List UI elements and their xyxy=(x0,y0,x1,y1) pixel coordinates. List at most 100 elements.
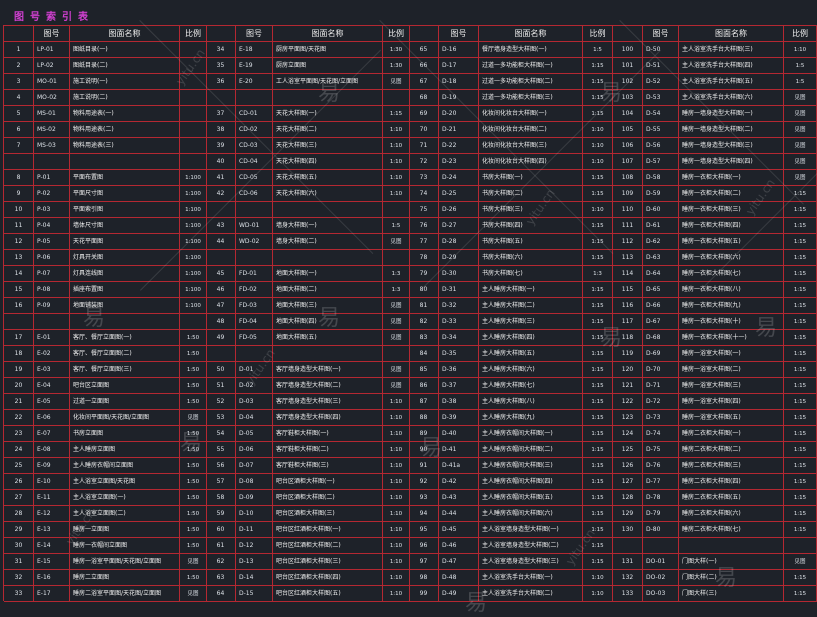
scale-cell: 1:15 xyxy=(784,218,817,234)
seq-cell xyxy=(409,26,439,42)
code-cell: D-76 xyxy=(643,458,679,474)
scale-cell: 1:15 xyxy=(583,186,613,202)
name-cell xyxy=(273,346,383,362)
name-cell: 厨房立面图 xyxy=(273,58,383,74)
scale-cell: 1:10 xyxy=(583,138,613,154)
code-cell: E-09 xyxy=(34,458,70,474)
scale-cell: 1:100 xyxy=(180,234,207,250)
scale-cell: 见图 xyxy=(784,106,817,122)
seq-cell: 36 xyxy=(206,74,236,90)
scale-cell: 1:50 xyxy=(180,570,207,586)
code-cell: D-37 xyxy=(439,378,479,394)
name-cell: 物料用途表(三) xyxy=(70,138,180,154)
seq-cell: 101 xyxy=(613,58,643,74)
code-cell: D-20 xyxy=(439,106,479,122)
seq-cell: 63 xyxy=(206,570,236,586)
name-cell: 天花平面图 xyxy=(70,234,180,250)
code-cell xyxy=(236,346,273,362)
scale-cell: 1:50 xyxy=(180,522,207,538)
code-cell: P-09 xyxy=(34,298,70,314)
name-cell: 主人浴室立面图/天花图 xyxy=(70,474,180,490)
scale-cell: 1:15 xyxy=(784,202,817,218)
seq-cell: 58 xyxy=(206,490,236,506)
name-cell: 图纸目录(二) xyxy=(70,58,180,74)
scale-cell: 1:10 xyxy=(583,122,613,138)
seq-cell xyxy=(4,26,34,42)
code-cell: D-67 xyxy=(643,314,679,330)
seq-cell: 24 xyxy=(4,442,34,458)
code-cell: D-55 xyxy=(643,122,679,138)
name-cell: 睡房一墙身造型大样图(一) xyxy=(679,106,784,122)
code-cell: D-35 xyxy=(439,346,479,362)
seq-cell: 97 xyxy=(409,554,439,570)
name-cell: 睡房一衣柜大样图(十一) xyxy=(679,330,784,346)
seq-cell: 79 xyxy=(409,266,439,282)
code-cell: D-19 xyxy=(439,90,479,106)
name-cell: 睡房一立面图 xyxy=(70,522,180,538)
name-cell: 图面名称 xyxy=(70,26,180,42)
code-cell: D-64 xyxy=(643,266,679,282)
code-cell: DO-02 xyxy=(643,570,679,586)
scale-cell: 1:50 xyxy=(180,506,207,522)
seq-cell xyxy=(4,314,34,330)
scale-cell: 1:15 xyxy=(583,250,613,266)
code-cell: D-41a xyxy=(439,458,479,474)
seq-cell: 106 xyxy=(613,138,643,154)
scale-cell: 见图 xyxy=(383,330,410,346)
scale-cell: 1:10 xyxy=(583,154,613,170)
name-cell: 睡房一墙身造型大样图(二) xyxy=(679,122,784,138)
name-cell: 平面布置图 xyxy=(70,170,180,186)
scale-cell: 见图 xyxy=(180,554,207,570)
name-cell: 客厅墙身造型大样图(二) xyxy=(273,378,383,394)
scale-cell: 1:15 xyxy=(583,170,613,186)
code-cell: D-31 xyxy=(439,282,479,298)
seq-cell: 131 xyxy=(613,554,643,570)
seq-cell: 90 xyxy=(409,442,439,458)
code-cell: E-07 xyxy=(34,426,70,442)
code-cell: MO-02 xyxy=(34,90,70,106)
name-cell: 睡房一衣帽间立面图 xyxy=(70,538,180,554)
seq-cell xyxy=(206,90,236,106)
name-cell: 睡房二衣柜大样图(一) xyxy=(679,426,784,442)
scale-cell: 1:15 xyxy=(583,74,613,90)
seq-cell: 114 xyxy=(613,266,643,282)
name-cell: 图面名称 xyxy=(679,26,784,42)
seq-cell: 125 xyxy=(613,442,643,458)
seq-cell: 81 xyxy=(409,298,439,314)
scale-cell: 1:10 xyxy=(383,138,410,154)
code-cell: D-80 xyxy=(643,522,679,538)
name-cell: 睡房一衣柜大样图(九) xyxy=(679,298,784,314)
code-cell: LP-01 xyxy=(34,42,70,58)
name-cell: 睡房一衣柜大样图(二) xyxy=(679,186,784,202)
code-cell: D-58 xyxy=(643,170,679,186)
seq-cell: 60 xyxy=(206,522,236,538)
name-cell: 地面大样图(五) xyxy=(273,330,383,346)
seq-cell: 4 xyxy=(4,90,34,106)
name-cell: 客厅鞋柜大样图(三) xyxy=(273,458,383,474)
scale-cell: 见图 xyxy=(784,138,817,154)
code-cell: P-02 xyxy=(34,186,70,202)
code-cell: FD-04 xyxy=(236,314,273,330)
scale-cell: 1:15 xyxy=(784,474,817,490)
code-cell: D-73 xyxy=(643,410,679,426)
seq-cell: 28 xyxy=(4,506,34,522)
code-cell: D-22 xyxy=(439,138,479,154)
name-cell: 睡房一浴室大样图(四) xyxy=(679,394,784,410)
scale-cell: 比例 xyxy=(383,26,410,42)
seq-cell: 124 xyxy=(613,426,643,442)
seq-cell: 127 xyxy=(613,474,643,490)
seq-cell xyxy=(4,154,34,170)
seq-cell: 41 xyxy=(206,170,236,186)
seq-cell: 128 xyxy=(613,490,643,506)
seq-cell: 11 xyxy=(4,218,34,234)
seq-cell: 10 xyxy=(4,202,34,218)
seq-cell: 29 xyxy=(4,522,34,538)
name-cell: 图面名称 xyxy=(273,26,383,42)
code-cell: E-02 xyxy=(34,346,70,362)
name-cell: 客厅墙身造型大样图(四) xyxy=(273,410,383,426)
code-cell: D-13 xyxy=(236,554,273,570)
code-cell: D-16 xyxy=(439,42,479,58)
scale-cell: 1:15 xyxy=(583,362,613,378)
scale-cell: 1:100 xyxy=(180,186,207,202)
scale-cell: 1:15 xyxy=(784,346,817,362)
